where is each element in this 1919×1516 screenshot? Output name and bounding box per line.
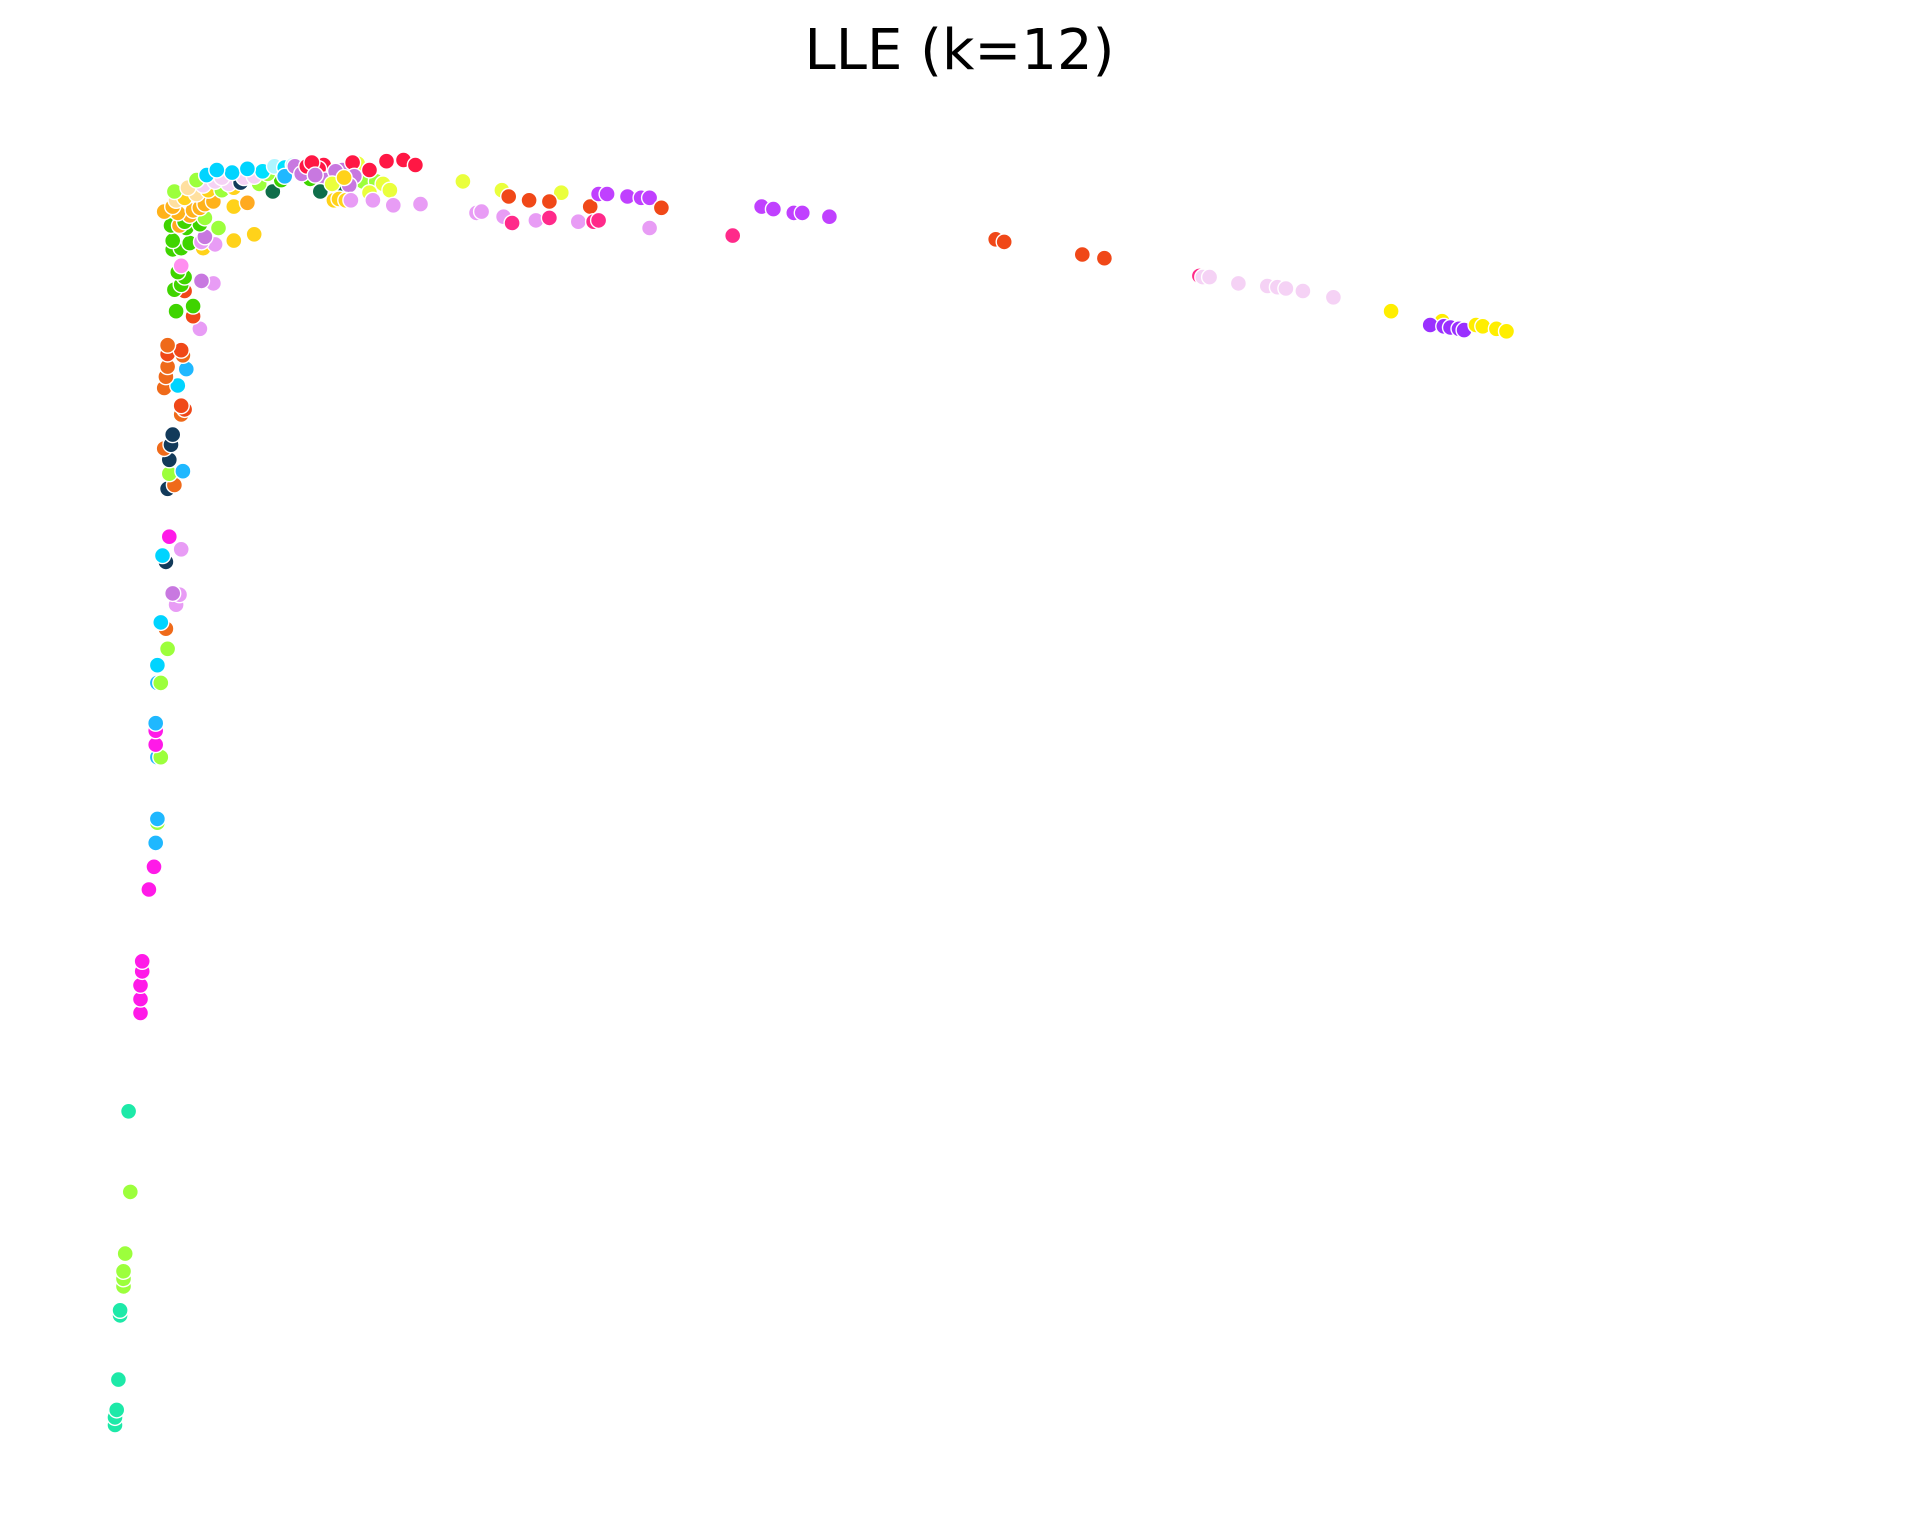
- scatter-point: [1324, 288, 1343, 306]
- scatter-point: [335, 168, 353, 187]
- scatter-point: [1200, 268, 1219, 286]
- scatter-point: [360, 161, 379, 179]
- scatter-point: [652, 199, 671, 217]
- scatter-point: [163, 584, 182, 603]
- scatter-point: [764, 200, 783, 218]
- scatter-point: [146, 834, 165, 852]
- scatter-point: [724, 226, 742, 245]
- scatter-point: [238, 194, 257, 212]
- scatter-point: [640, 219, 659, 237]
- scatter-point: [472, 202, 491, 221]
- scatter-point: [109, 1370, 128, 1389]
- scatter-point: [1497, 322, 1516, 340]
- scatter-point: [209, 219, 228, 237]
- scatter-point: [114, 1262, 133, 1281]
- scatter-point: [121, 1183, 140, 1201]
- scatter-point: [1294, 282, 1312, 300]
- chart-title: LLE (k=12): [804, 18, 1115, 83]
- scatter-point: [540, 192, 559, 211]
- scatter-point: [540, 209, 559, 227]
- scatter-point: [119, 1102, 138, 1121]
- scatter-point: [152, 613, 170, 632]
- scatter-point: [208, 161, 226, 179]
- scatter-point: [163, 231, 182, 250]
- scatter-point: [160, 528, 179, 546]
- scatter-point: [225, 231, 243, 250]
- scatter-point: [1073, 245, 1092, 264]
- scatter-point: [140, 880, 158, 899]
- scatter-point: [342, 191, 360, 210]
- scatter-point: [454, 172, 472, 191]
- scatter-point: [364, 191, 382, 210]
- scatter-point: [820, 207, 839, 226]
- scatter-point: [245, 225, 263, 244]
- scatter-point: [174, 462, 192, 480]
- scatter-point: [995, 233, 1013, 251]
- scatter-point: [569, 212, 587, 231]
- scatter-point: [133, 952, 151, 970]
- scatter-point: [152, 674, 170, 692]
- scatter-point: [411, 195, 430, 213]
- scatter-point: [116, 1244, 134, 1263]
- scatter-point: [500, 187, 518, 206]
- scatter-point: [158, 336, 177, 354]
- scatter-point: [640, 189, 659, 207]
- scatter-point: [223, 163, 241, 182]
- scatter-point: [1095, 249, 1114, 267]
- scatter-point: [111, 1301, 129, 1320]
- scatter-point: [377, 152, 396, 170]
- scatter-point: [158, 640, 177, 658]
- scatter-point: [148, 810, 167, 828]
- scatter-point: [153, 546, 172, 565]
- scatter-point: [192, 272, 211, 290]
- scatter-point: [167, 302, 185, 320]
- scatter-point: [520, 191, 538, 210]
- scatter-point: [145, 858, 163, 876]
- scatter-point: [148, 656, 167, 674]
- scatter-point: [1229, 274, 1248, 293]
- scatter-point: [169, 376, 187, 395]
- scatter-point: [1277, 279, 1295, 298]
- scatter-point: [238, 160, 257, 178]
- scatter-point: [107, 1401, 126, 1419]
- scatter-point: [406, 156, 425, 174]
- scatter-point: [172, 257, 190, 275]
- scatter-point: [146, 714, 165, 732]
- scatter-point: [306, 166, 324, 184]
- scatter-point: [184, 297, 202, 315]
- scatter-point: [163, 425, 182, 444]
- scatter-point: [172, 540, 190, 558]
- scatter-point: [552, 183, 570, 202]
- scatter-point: [172, 397, 190, 415]
- scatter-point: [598, 185, 616, 203]
- scatter-point: [793, 204, 811, 222]
- scatter-point: [503, 214, 521, 232]
- scatter-point: [1382, 302, 1400, 320]
- scatter-point: [589, 211, 608, 230]
- scatter-point: [381, 181, 399, 199]
- scatter-point: [384, 196, 402, 215]
